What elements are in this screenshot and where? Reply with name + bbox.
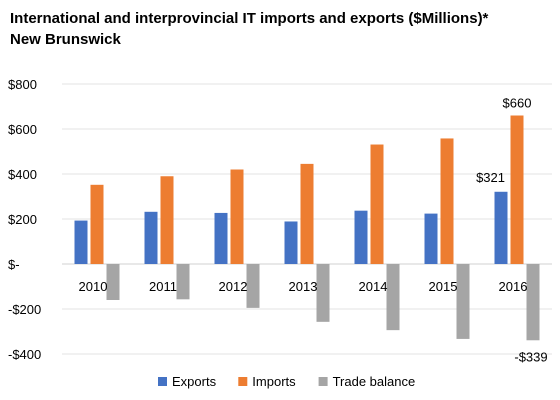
bar-trade-balance-2011 (176, 264, 190, 300)
bar-imports-2015 (440, 138, 454, 264)
bar-trade-balance-2014 (386, 264, 400, 331)
bar-imports-2012 (230, 169, 244, 264)
bar-exports-2015 (424, 213, 438, 264)
legend-label-trade-balance: Trade balance (333, 374, 416, 389)
bar-exports-2014 (354, 210, 368, 264)
y-tick-label: -$200 (8, 302, 41, 317)
y-tick-label: $200 (8, 212, 37, 227)
bar-trade-balance-2013 (316, 264, 330, 322)
legend-swatch-trade-balance (318, 377, 328, 386)
y-tick-label: $600 (8, 122, 37, 137)
bar-exports-2011 (144, 211, 158, 264)
data-label: $321 (476, 170, 505, 185)
bar-imports-2011 (160, 176, 174, 264)
chart-title: International and interprovincial IT imp… (10, 10, 489, 27)
y-tick-label: -$400 (8, 347, 41, 362)
x-tick-label: 2013 (289, 279, 318, 294)
data-label: -$339 (514, 349, 547, 364)
bar-exports-2012 (214, 212, 228, 264)
bar-exports-2013 (284, 221, 298, 264)
y-tick-label: $- (8, 257, 20, 272)
legend-label-imports: Imports (252, 374, 296, 389)
bar-imports-2013 (300, 163, 314, 264)
legend-swatch-exports (158, 377, 167, 386)
bar-trade-balance-2016 (526, 264, 540, 341)
bar-trade-balance-2015 (456, 264, 470, 339)
bar-imports-2010 (90, 184, 104, 264)
y-tick-label: $800 (8, 77, 37, 92)
x-tick-label: 2015 (429, 279, 458, 294)
legend-swatch-imports (238, 377, 248, 386)
x-tick-label: 2012 (219, 279, 248, 294)
bar-trade-balance-2010 (106, 264, 120, 300)
bar-trade-balance-2012 (246, 264, 260, 308)
x-tick-label: 2014 (359, 279, 388, 294)
x-tick-label: 2016 (499, 279, 528, 294)
chart-title-block: International and interprovincial IT imp… (10, 8, 488, 50)
data-label: $660 (503, 96, 532, 111)
bar-imports-2014 (370, 144, 384, 264)
bar-exports-2010 (74, 220, 88, 264)
legend-label-exports: Exports (172, 374, 217, 389)
x-tick-label: 2011 (149, 279, 177, 294)
chart-subtitle: New Brunswick (10, 31, 121, 48)
bar-imports-2016 (510, 115, 524, 264)
bar-exports-2016 (494, 191, 508, 264)
x-tick-label: 2010 (79, 279, 108, 294)
y-tick-label: $400 (8, 167, 37, 182)
